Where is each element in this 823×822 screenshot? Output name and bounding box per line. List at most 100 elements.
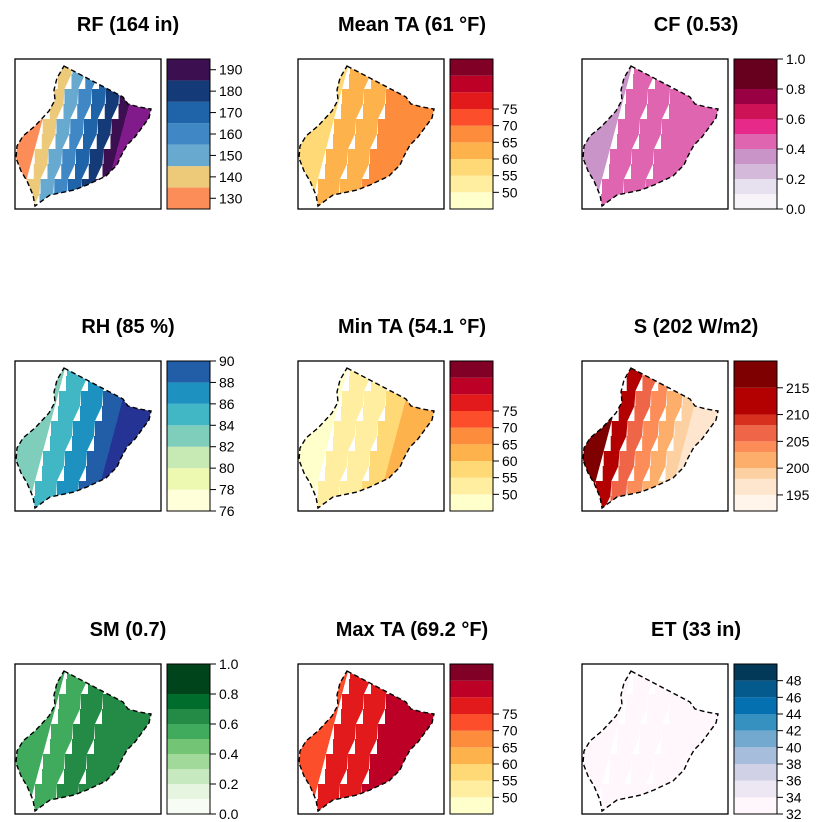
panel-sm: SM (0.7) 0.0 0.2 0.4 0.6 0.8 1.0 <box>14 619 239 822</box>
legend-swatch <box>734 164 777 179</box>
legend-tick-label: 200 <box>786 460 810 476</box>
map-band <box>60 66 114 206</box>
legend-rh: 76 78 80 82 84 86 88 90 <box>166 353 235 519</box>
map-band <box>638 66 700 206</box>
legend-swatch <box>167 739 210 754</box>
map-band <box>46 66 100 206</box>
legend-tick-label: 70 <box>502 420 518 436</box>
legend-tick-label: 210 <box>786 407 810 423</box>
legend-swatch <box>734 414 777 426</box>
legend-swatch <box>167 187 210 209</box>
legend-swatch <box>734 425 777 442</box>
legend-swatch <box>450 680 493 698</box>
panel-title-sm: SM (0.7) <box>90 619 167 641</box>
map-band <box>616 66 678 206</box>
panel-s: S (202 W/m2) 195 200 205 210 215 <box>581 316 810 512</box>
panel-title-rh: RH (85 %) <box>81 316 174 338</box>
legend-tick-label: 70 <box>502 723 518 739</box>
legend-swatch <box>734 387 777 415</box>
legend-tick-label: 70 <box>502 118 518 134</box>
legend-swatch <box>734 179 777 194</box>
legend-swatch <box>450 494 493 511</box>
map-band <box>32 66 87 206</box>
legend-swatch <box>450 780 493 798</box>
legend-tick-label: 40 <box>786 739 802 755</box>
legend-swatch <box>167 468 210 490</box>
island-outline-sm <box>15 670 152 813</box>
legend-swatch <box>450 444 493 461</box>
map-band <box>49 671 111 811</box>
legend-tick-label: 60 <box>502 151 518 167</box>
legend-tick-label: 75 <box>502 706 518 722</box>
legend-rf: 130 140 150 160 170 180 190 <box>166 58 243 210</box>
legend-tick-label: 50 <box>502 184 518 200</box>
legend-swatch <box>167 754 210 769</box>
island-outline-cf <box>582 65 719 208</box>
legend-swatch <box>734 780 777 798</box>
legend-tick-label: 150 <box>219 147 243 163</box>
legend-tick-label: 86 <box>219 396 235 412</box>
legend-tick-label: 84 <box>219 417 235 433</box>
legend-swatch <box>450 192 493 209</box>
legend-tick-label: 60 <box>502 756 518 772</box>
legend-swatch <box>734 680 777 698</box>
legend-swatch <box>450 394 493 411</box>
legend-swatch <box>167 59 210 81</box>
legend-swatch <box>734 714 777 731</box>
panel-title-maxta: Max TA (69.2 °F) <box>336 619 488 641</box>
map-band <box>619 368 675 508</box>
legend-tick-label: 50 <box>502 789 518 805</box>
legend-swatch <box>734 747 777 764</box>
map-band <box>594 66 656 206</box>
island-outline-meanta <box>298 65 435 208</box>
legend-tick-label: 215 <box>786 380 810 396</box>
legend-tick-label: 60 <box>502 453 518 469</box>
panel-title-et: ET (33 in) <box>651 619 741 641</box>
map-band <box>18 66 73 206</box>
legend-swatch <box>450 427 493 445</box>
map-band <box>616 671 678 811</box>
legend-tick-label: 36 <box>786 773 802 789</box>
legend-tick-label: 160 <box>219 126 243 142</box>
legend-swatch <box>734 361 777 388</box>
legend-tick-label: 170 <box>219 105 243 121</box>
legend-swatch <box>734 478 777 495</box>
legend-swatch <box>450 92 493 109</box>
legend-swatch <box>450 361 493 378</box>
panel-rh: RH (85 %) 76 78 80 82 84 86 88 90 <box>14 316 235 519</box>
legend-swatch <box>167 446 210 469</box>
legend-tick-label: 0.8 <box>219 686 239 702</box>
legend-swatch <box>167 123 210 145</box>
legend-swatch <box>450 59 493 76</box>
island-outline-s <box>582 367 719 510</box>
map-band <box>310 368 372 508</box>
legend-swatch <box>167 425 210 447</box>
legend-tick-label: 80 <box>219 460 235 476</box>
legend-tick-label: 55 <box>502 168 518 184</box>
map-band <box>27 671 89 811</box>
panel-title-cf: CF (0.53) <box>654 14 738 36</box>
map-band <box>634 368 691 508</box>
legend-tick-label: 76 <box>219 503 235 519</box>
map-band <box>587 368 644 508</box>
legend-swatch <box>734 59 777 89</box>
panel-title-minta: Min TA (54.1 °F) <box>338 316 486 338</box>
legend-swatch <box>450 75 493 93</box>
map-band <box>354 66 416 206</box>
map-band <box>49 368 111 508</box>
legend-tick-label: 0.6 <box>219 716 239 732</box>
legend-swatch <box>734 494 777 511</box>
legend-tick-label: 205 <box>786 433 810 449</box>
panel-cf: CF (0.53) 0.0 0.2 0.4 0.6 0.8 1.0 <box>581 14 806 217</box>
legend-tick-label: 82 <box>219 439 235 455</box>
legend-swatch <box>167 784 210 799</box>
legend-swatch <box>167 403 210 426</box>
legend-swatch <box>167 80 210 102</box>
legend-swatch <box>734 468 777 479</box>
legend-swatch <box>734 441 777 453</box>
